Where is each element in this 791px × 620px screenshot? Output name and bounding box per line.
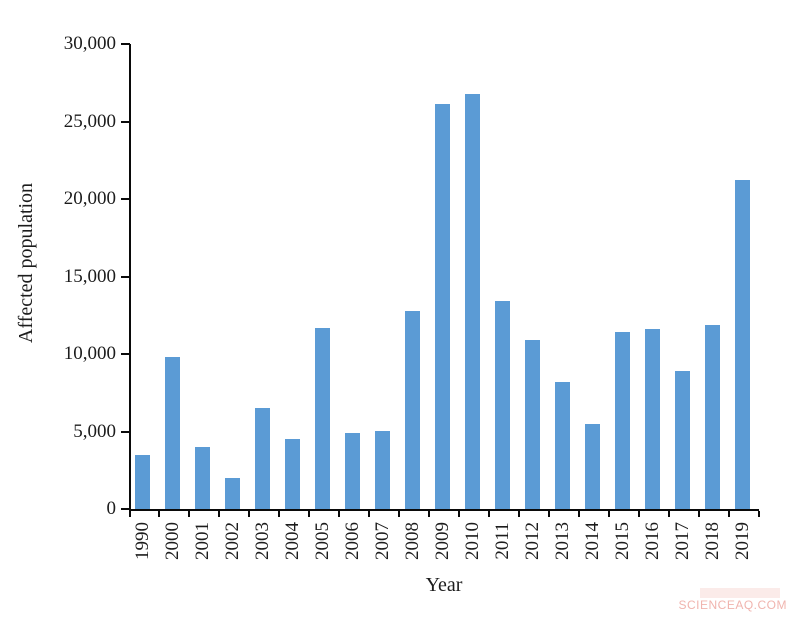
y-tick-5000 (121, 430, 130, 433)
x-axis-title: Year (425, 574, 463, 596)
plot-area (130, 44, 758, 509)
y-tick-label-10000: 10,000 (63, 343, 116, 364)
x-tick-19 (727, 511, 730, 517)
x-tick-label-2013: 2013 (551, 522, 573, 560)
bar-2000 (165, 357, 180, 509)
x-tick-label-2003: 2003 (251, 522, 273, 560)
y-tick-10000 (121, 353, 130, 355)
bar-2012 (525, 340, 540, 509)
bar-2007 (375, 431, 390, 509)
watermark-band (700, 588, 780, 598)
y-axis-line (129, 44, 131, 517)
x-tick-7 (367, 511, 370, 517)
watermark: SCIENCEAQ.COM (678, 598, 787, 612)
x-tick-6 (337, 511, 340, 517)
bar-2016 (645, 329, 660, 509)
bar-2009 (435, 104, 450, 509)
x-tick-label-2005: 2005 (311, 522, 333, 560)
x-tick-label-2001: 2001 (191, 522, 213, 560)
x-tick-label-2017: 2017 (671, 522, 693, 560)
x-tick-18 (697, 511, 700, 517)
y-tick-15000 (121, 275, 130, 278)
bar-2006 (345, 433, 360, 509)
bar-2001 (195, 447, 210, 509)
x-tick-15 (607, 511, 610, 517)
x-tick-8 (397, 511, 400, 517)
x-tick-5 (307, 511, 310, 517)
bar-2014 (585, 424, 600, 509)
x-tick-label-2008: 2008 (401, 522, 423, 560)
x-tick-label-2002: 2002 (221, 522, 243, 560)
x-tick-label-2015: 2015 (611, 522, 633, 560)
x-tick-3 (247, 511, 250, 517)
y-tick-0 (121, 508, 130, 510)
bar-2013 (555, 382, 570, 509)
x-tick-12 (517, 511, 520, 517)
x-tick-0 (157, 511, 160, 517)
bar-2018 (705, 325, 720, 509)
x-tick-label-2006: 2006 (341, 522, 363, 560)
y-tick-label-0: 0 (106, 498, 117, 519)
x-tick-label-2011: 2011 (491, 522, 513, 560)
x-axis-line (129, 509, 759, 511)
bar-2008 (405, 311, 420, 509)
x-tick-label-2019: 2019 (731, 522, 753, 560)
x-tick-label-2007: 2007 (371, 522, 393, 560)
y-tick-label-15000: 15,000 (63, 265, 116, 287)
bar-1990 (135, 455, 150, 509)
x-tick-20 (757, 511, 760, 517)
bar-2019 (735, 180, 750, 509)
x-tick-13 (547, 511, 550, 517)
x-tick-1 (187, 511, 190, 517)
x-tick-label-2000: 2000 (161, 522, 183, 560)
x-tick-label-2018: 2018 (701, 522, 723, 560)
x-tick-label-2016: 2016 (641, 522, 663, 560)
y-tick-label-20000: 20,000 (63, 188, 116, 209)
bar-2011 (495, 301, 510, 509)
x-tick-label-1990: 1990 (131, 522, 153, 560)
bar-2004 (285, 439, 300, 509)
bar-2003 (255, 408, 270, 509)
bar-2015 (615, 332, 630, 509)
y-axis-title: Affected population (15, 182, 37, 344)
x-tick-label-2014: 2014 (581, 522, 603, 560)
x-tick-label-2012: 2012 (521, 522, 543, 560)
x-tick-label-2010: 2010 (461, 522, 483, 560)
bar-2017 (675, 371, 690, 509)
x-tick-label-2004: 2004 (281, 522, 303, 560)
x-tick-9 (427, 511, 430, 517)
y-tick-20000 (121, 198, 130, 200)
bar-2010 (465, 94, 480, 509)
y-tick-25000 (121, 120, 130, 123)
x-tick-11 (487, 511, 490, 517)
y-tick-30000 (121, 43, 130, 45)
x-tick-16 (637, 511, 640, 517)
x-tick-label-2009: 2009 (431, 522, 453, 560)
y-tick-label-25000: 25,000 (63, 110, 116, 132)
x-tick-14 (577, 511, 580, 517)
y-tick-label-30000: 30,000 (63, 33, 116, 54)
x-tick-10 (457, 511, 460, 517)
x-tick-17 (667, 511, 670, 517)
y-tick-label-5000: 5,000 (73, 420, 116, 442)
bar-2005 (315, 328, 330, 509)
bar-2002 (225, 478, 240, 509)
x-tick-4 (277, 511, 280, 517)
x-tick-2 (217, 511, 220, 517)
